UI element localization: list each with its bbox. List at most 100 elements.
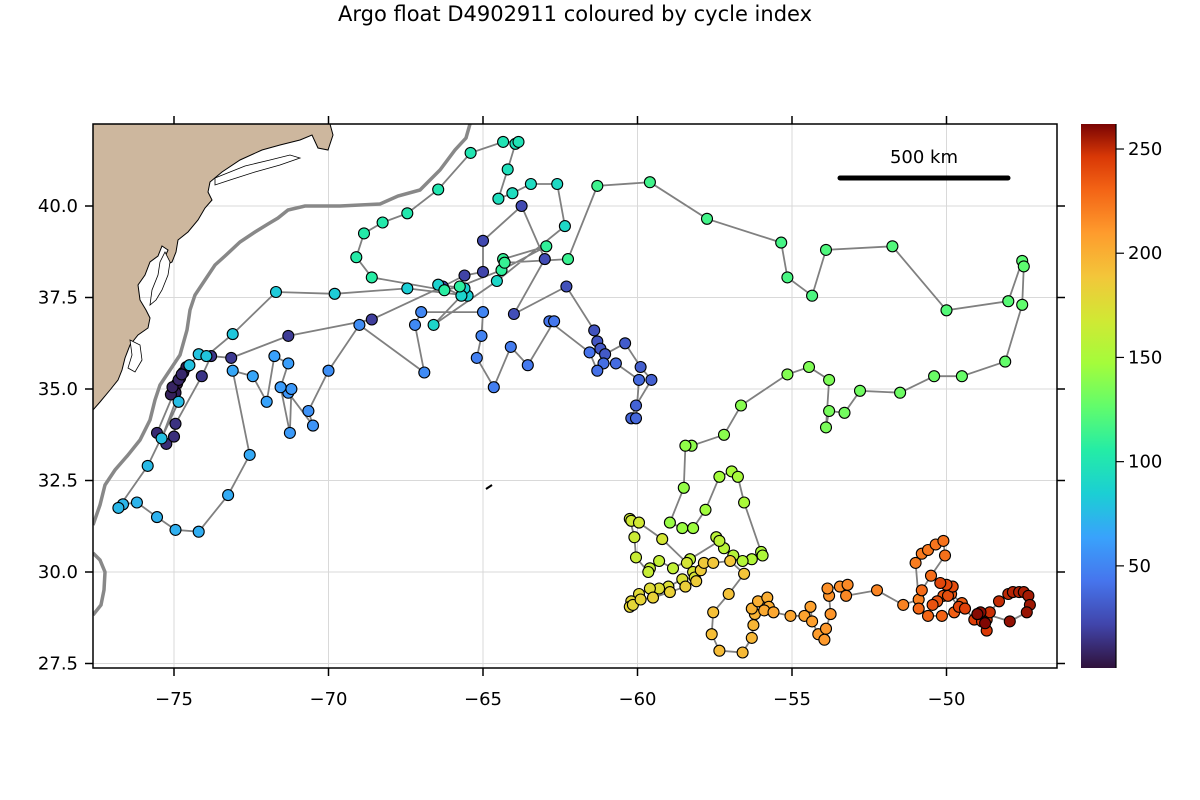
float-position-marker (538, 253, 551, 266)
float-position-marker (515, 199, 528, 213)
float-position-marker (246, 370, 259, 383)
float-position-marker (507, 307, 520, 321)
float-position-marker (269, 285, 283, 299)
float-position-marker (619, 337, 632, 350)
float-position-marker (501, 163, 514, 176)
isobath-line (93, 124, 472, 526)
float-position-marker (524, 177, 537, 191)
float-position-marker (498, 256, 511, 269)
float-position-marker (646, 591, 660, 604)
float-position-marker (357, 227, 371, 240)
float-position-marker (350, 251, 363, 264)
float-position-marker (806, 615, 819, 628)
float-position-marker (629, 551, 643, 564)
float-position-marker (643, 176, 656, 189)
float-position-marker (487, 381, 500, 394)
float-position-marker (591, 364, 604, 377)
float-position-marker (958, 602, 972, 615)
float-position-marker (679, 439, 692, 452)
float-position-marker (243, 448, 256, 461)
float-position-marker (376, 216, 389, 229)
float-position-marker (588, 324, 601, 337)
float-position-marker (767, 606, 780, 619)
float-position-marker (634, 593, 647, 606)
float-position-marker (130, 496, 143, 509)
y-axis-tick-labels: 27.5 30.0 32.5 35.0 37.5 40.0 (38, 196, 78, 675)
float-position-marker (521, 359, 534, 372)
x-tick-label: −70 (310, 689, 348, 710)
float-position-marker (731, 470, 744, 483)
float-position-marker (183, 359, 196, 372)
float-position-marker (707, 556, 720, 569)
bay-inlet (149, 251, 171, 306)
float-position-marker (401, 282, 414, 295)
y-tick-label: 35.0 (38, 379, 78, 400)
float-position-marker (200, 350, 213, 363)
float-position-marker (705, 628, 718, 641)
float-position-marker (802, 360, 816, 374)
x-tick-label: −50 (928, 689, 966, 710)
float-position-marker (490, 274, 503, 288)
float-position-marker (306, 419, 320, 432)
float-position-marker (560, 280, 573, 293)
float-position-marker (1017, 260, 1030, 273)
float-position-marker (470, 351, 483, 364)
float-position-marker (736, 554, 749, 568)
float-position-marker (476, 265, 490, 278)
float-position-marker (225, 351, 238, 364)
float-positions (112, 135, 1036, 659)
colorbar-tick-label: 100 (1128, 452, 1162, 473)
float-position-marker (938, 549, 952, 562)
float-position-marker (992, 595, 1006, 608)
float-position-marker (282, 357, 295, 370)
float-position-marker (302, 404, 315, 418)
float-position-marker (172, 395, 185, 408)
float-position-marker (841, 578, 854, 591)
float-position-marker (897, 598, 910, 611)
float-position-marker (738, 496, 751, 509)
float-position-marker (955, 370, 968, 383)
float-track-line (117, 140, 1031, 654)
float-position-marker (540, 240, 553, 253)
float-position-marker (680, 556, 693, 569)
float-position-marker (169, 417, 182, 430)
bay-inlet (127, 339, 143, 373)
float-position-marker (707, 606, 720, 619)
axis-ticks (85, 116, 1065, 676)
float-position-marker (806, 289, 819, 302)
float-position-marker (819, 243, 833, 256)
colorbar-tick-label: 200 (1128, 243, 1162, 264)
float-position-marker (781, 368, 794, 381)
float-position-marker (653, 554, 666, 568)
float-position-marker (915, 584, 928, 597)
float-position-marker (365, 313, 378, 326)
float-position-marker (999, 355, 1012, 368)
float-position-marker (971, 608, 984, 621)
float-position-marker (282, 329, 295, 342)
colorbar-tick-label: 50 (1128, 556, 1151, 577)
float-position-marker (226, 364, 239, 377)
float-position-marker (353, 318, 366, 331)
float-position-marker (642, 565, 655, 579)
float-position-marker (512, 135, 525, 148)
float-position-marker (1016, 298, 1029, 311)
y-tick-label: 32.5 (38, 471, 78, 492)
plot-frame (92, 123, 1058, 669)
float-position-marker (283, 426, 296, 439)
x-tick-label: −55 (773, 689, 811, 710)
long-island-sound (214, 154, 302, 186)
float-position-marker (558, 220, 571, 233)
float-position-marker (328, 287, 341, 300)
float-position-marker (687, 522, 700, 535)
float-position-marker (756, 549, 769, 562)
float-position-marker (195, 370, 208, 383)
float-position-marker (583, 346, 596, 359)
float-position-marker (870, 584, 884, 597)
float-position-marker (408, 318, 422, 331)
float-position-marker (268, 350, 281, 363)
float-position-marker (167, 430, 181, 443)
float-position-marker (775, 236, 788, 249)
float-position-marker (634, 360, 647, 374)
y-tick-label: 37.5 (38, 288, 78, 309)
float-position-marker (418, 366, 431, 379)
